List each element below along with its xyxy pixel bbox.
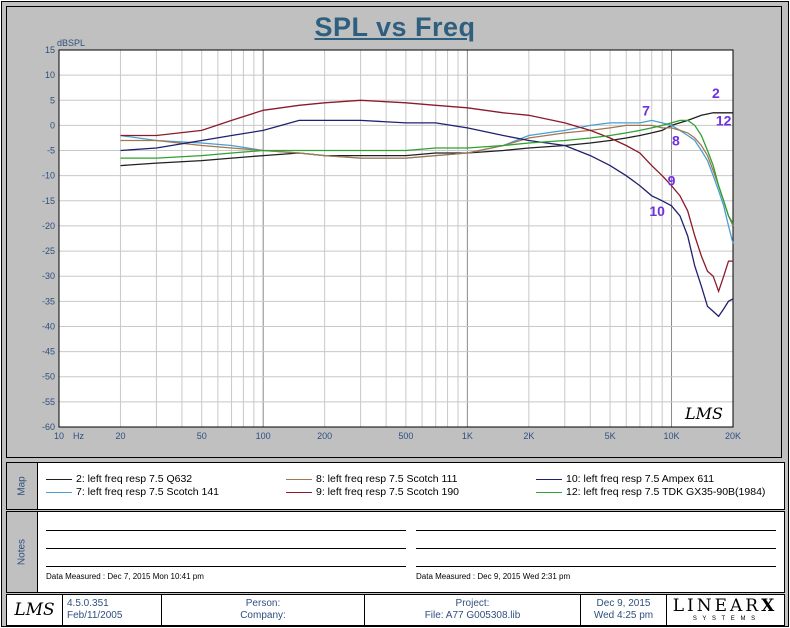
y-tick-label: -35 [42,296,55,306]
x-tick-label: 200 [317,431,332,441]
note-line [46,548,406,549]
legend-entry: 7: left freq resp 7.5 Scotch 141 [46,486,219,498]
curve-label-8: 8 [672,133,680,149]
legend-swatch [286,478,312,480]
y-tick-label: -20 [42,221,55,231]
version-text: 4.5.0.351 [67,598,109,609]
x-tick-label: 20K [725,431,741,441]
version-date: Feb/11/2005 [67,610,123,621]
x-tick-label: 100 [256,431,271,441]
y-tick-label: -5 [47,146,55,156]
legend-entry: 10: left freq resp 7.5 Ampex 611 [536,473,714,485]
chart-title: SPL vs Freq [314,12,476,42]
data-measured-left: Data Measured : Dec 7, 2015 Mon 10:41 pm [46,572,204,581]
person-label: Person: [245,598,281,609]
x-tick-label: 20 [115,431,125,441]
curve-label-10: 10 [649,203,665,219]
x-tick-label: 10 [54,431,64,441]
legend-label: 10: left freq resp 7.5 Ampex 611 [566,473,715,485]
plot-border [58,49,734,428]
curve-label-12: 12 [716,112,732,128]
note-line [46,566,406,567]
y-tick-label: -15 [42,196,55,206]
curve-label-9: 9 [668,173,676,189]
y-axis-label: dBSPL [57,38,85,48]
series-line-2 [120,112,733,167]
legend-label: 7: left freq resp 7.5 Scotch 141 [76,486,220,498]
map-side-label: Map [6,462,38,510]
y-tick-label: -50 [42,372,55,382]
note-line [46,530,406,531]
y-tick-label: -60 [42,422,55,432]
series-line-10 [120,119,734,318]
legend-label: 2: left freq resp 7.5 Q632 [76,473,193,485]
note-line [416,566,776,567]
curve-label-2: 2 [712,85,720,101]
y-tick-label: -40 [42,321,55,331]
notes-side-label: Notes [6,511,38,593]
x-tick-label: 5K [605,431,616,441]
project-cell: Project: File: A77 G005308.lib [365,595,581,625]
project-label: Project: [455,598,490,609]
lms-logo: LMS [14,600,55,620]
data-measured-right: Data Measured : Dec 9, 2015 Wed 2:31 pm [416,572,571,581]
legend-swatch [286,491,312,493]
x-tick-label: 2K [523,431,534,441]
y-tick-label: 10 [45,70,55,80]
legend-panel: 2: left freq resp 7.5 Q632 7: left freq r… [37,462,785,510]
y-tick-label: 15 [45,45,55,55]
y-tick-label: -30 [42,271,55,281]
y-tick-label: 5 [50,95,55,105]
plot-background [58,49,734,428]
legend-label: 8: left freq resp 7.5 Scotch 111 [316,473,458,485]
series-line-8 [120,124,734,227]
x-tick-label: 50 [197,431,207,441]
y-tick-label: -55 [42,397,55,407]
x-tick-label: 10K [664,431,680,441]
curve-label-7: 7 [642,102,650,118]
y-tick-label: -45 [42,347,55,357]
y-tick-label: -10 [42,171,55,181]
legend-entry: 12: left freq resp 7.5 TDK GX35-90B(1984… [536,486,765,498]
person-cell: Person: Company: [162,595,365,625]
legend-swatch [46,491,72,493]
company-label: Company: [240,610,286,621]
notes-panel: Data Measured : Dec 7, 2015 Mon 10:41 pm… [37,511,785,593]
legend-swatch [536,478,562,480]
legend-entry: 8: left freq resp 7.5 Scotch 111 [286,473,457,485]
spl-plot: 151050-5-10-15-20-25-30-35-40-45-50-55-6… [42,38,741,441]
series-line-9 [120,99,733,294]
note-line [416,530,776,531]
legend-entry: 9: left freq resp 7.5 Scotch 190 [286,486,459,498]
version-cell: 4.5.0.351 Feb/11/2005 [63,595,162,625]
legend-entry: 2: left freq resp 7.5 Q632 [46,473,192,485]
note-line [416,548,776,549]
legend-swatch [46,478,72,480]
legend-swatch [536,491,562,493]
datetime-cell: Dec 9, 2015 Wed 4:25 pm [581,595,667,625]
y-tick-label: 0 [50,120,55,130]
lms-logo-cell: LMS [7,595,63,625]
y-tick-label: -25 [42,246,55,256]
x-tick-label: 500 [398,431,413,441]
file-label: File: A77 G005308.lib [424,610,521,621]
brand-subtitle: S Y S T E M S [692,616,758,622]
x-unit-label: Hz [73,431,84,441]
footer-date: Dec 9, 2015 [596,598,651,609]
brand-logo: LINEARX [672,596,778,616]
x-tick-label: 1K [462,431,473,441]
legend-label: 12: left freq resp 7.5 TDK GX35-90B(1984… [566,486,766,498]
footer-bar: LMS 4.5.0.351 Feb/11/2005 Person: Compan… [6,594,785,626]
brand-cell: LINEARX S Y S T E M S [667,595,783,625]
legend-label: 9: left freq resp 7.5 Scotch 190 [316,486,460,498]
series-line-12 [120,119,734,224]
lms-watermark: LMS [684,404,723,423]
footer-time: Wed 4:25 pm [593,610,654,621]
